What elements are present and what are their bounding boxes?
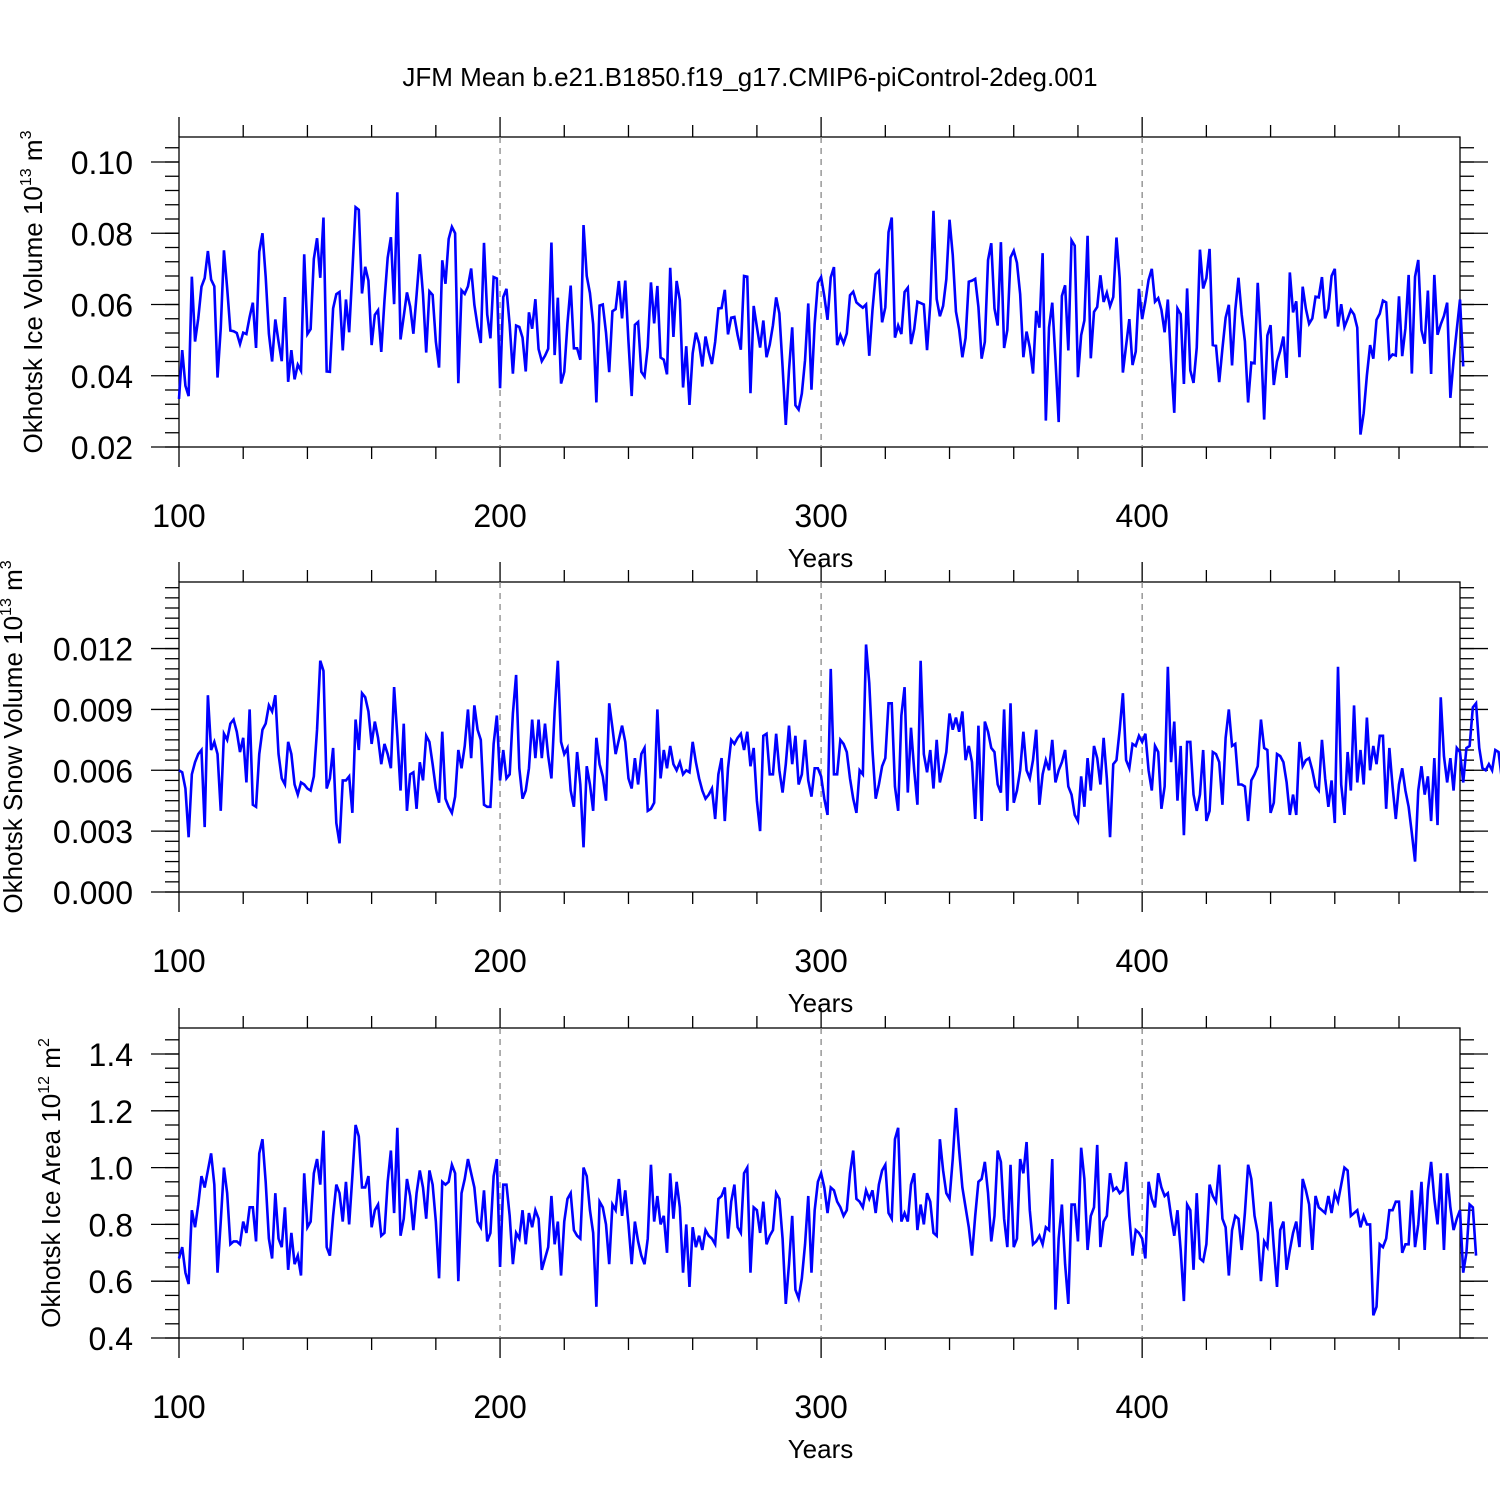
y-tick-label: 0.012 [53,632,133,668]
y-tick-label: 1.4 [89,1037,133,1073]
y-tick-label: 0.009 [53,692,133,728]
y-axis-title-text: Okhotsk Ice Volume 10 [18,186,48,453]
y-tick-label: 0.8 [89,1207,133,1243]
y-tick-label: 1.2 [89,1094,133,1130]
y-axis-title-exponent: 13 [0,598,15,616]
y-tick-label: 1.0 [89,1151,133,1187]
y-tick-label: 0.08 [71,216,133,252]
y-axis-title-unit: m [18,139,48,168]
y-axis-title-unit-exponent: 3 [18,130,35,139]
y-tick-label: 0.000 [53,875,133,911]
series-line-ice-area [177,1107,1478,1316]
x-tick-label: 300 [794,943,847,979]
plot-frame-ice-area [178,1027,1461,1339]
y-tick-label: 0.6 [89,1264,133,1300]
y-axis-title-unit: m [0,569,28,598]
y-axis-title-text: Okhotsk Snow Volume 10 [0,616,28,914]
y-axis-title-unit-exponent: 3 [0,560,15,569]
x-tick-label: 400 [1115,943,1168,979]
figure-title: JFM Mean b.e21.B1850.f19_g17.CMIP6-piCon… [402,62,1097,92]
panel-snow-volume: 100 200 300 4000.0000.0030.0060.0090.012Yea… [0,560,1500,1018]
x-tick-label: 200 [473,1389,526,1425]
x-tick-label: 300 [794,1389,847,1425]
y-tick-label: 0.06 [71,288,133,324]
plot-frame-ice-volume [178,136,1461,448]
x-tick-label: 200 [473,943,526,979]
x-tick-label: 400 [1115,1389,1168,1425]
plot-frame-snow-volume [178,581,1461,893]
y-axis-title-unit: m [36,1047,66,1076]
series-line-snow-volume [178,644,1500,862]
y-tick-label: 0.10 [71,145,133,181]
y-axis-title: Okhotsk Ice Area 1012 m2 [36,1038,66,1328]
x-tick-label: 100 [152,498,205,534]
y-tick-label: 0.4 [89,1321,133,1357]
y-axis-title-exponent: 12 [36,1076,53,1094]
y-tick-label: 0.003 [53,814,133,850]
y-axis-title: Okhotsk Snow Volume 1013 m3 [0,560,28,913]
x-axis-title: Years [788,1434,854,1464]
y-tick-label: 0.04 [71,359,133,395]
x-tick-label: 100 [152,1389,205,1425]
x-tick-label: 400 [1115,498,1168,534]
y-axis-title-text: Okhotsk Ice Area 10 [36,1094,66,1328]
series-line-ice-volume [177,192,1465,435]
x-tick-label: 200 [473,498,526,534]
y-tick-label: 0.02 [71,430,133,466]
x-tick-label: 100 [152,943,205,979]
x-tick-label: 300 [794,498,847,534]
y-axis-title-exponent: 13 [18,168,35,186]
y-axis-title: Okhotsk Ice Volume 1013 m3 [18,130,48,453]
y-axis-title-unit-exponent: 2 [36,1038,53,1047]
y-tick-label: 0.006 [53,753,133,789]
panel-ice-area: 100 200 300 400 0.4 0.6 0.8 1.0 1.2 1.4 Years Okhot… [36,1008,1488,1464]
